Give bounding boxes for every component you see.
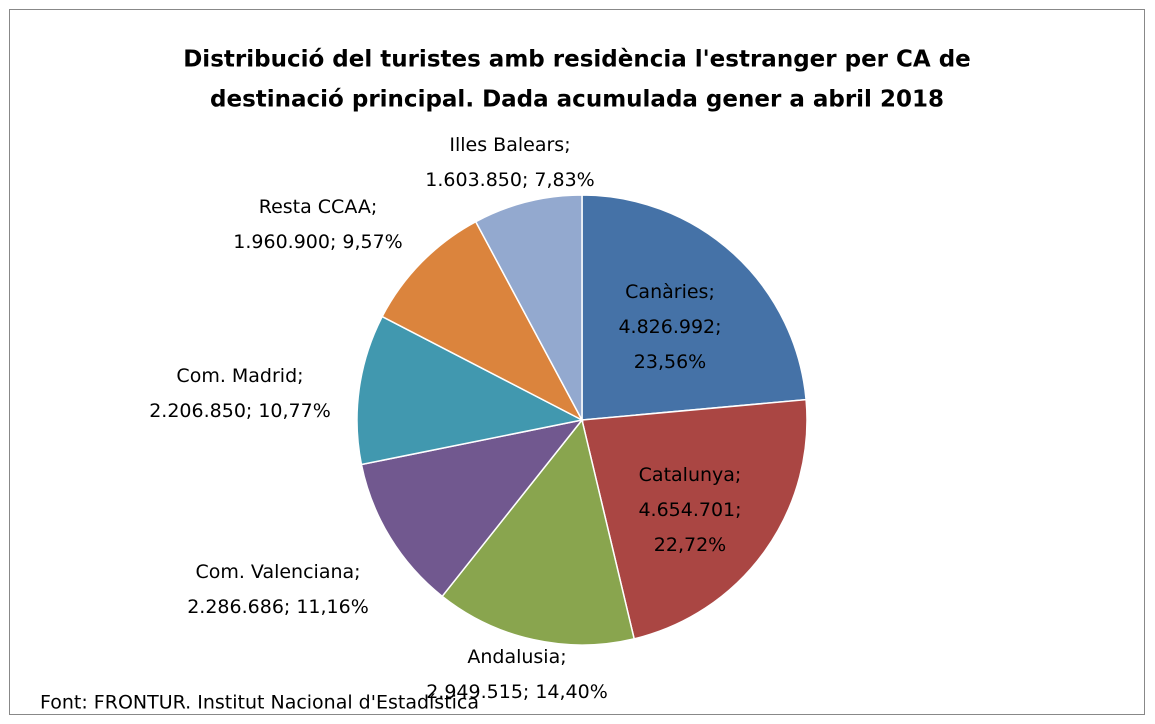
data-label: 2.206.850; 10,77% <box>149 400 331 422</box>
separator: ; <box>735 464 741 486</box>
percent-label: 14,40% <box>535 681 607 703</box>
pie-slice <box>360 418 584 598</box>
data-label: Canàries; <box>625 281 715 303</box>
separator: ; <box>246 400 252 422</box>
chart-title: Distribució del turistes amb residència … <box>183 47 971 73</box>
data-label: Illes Balears; <box>449 134 570 156</box>
data-label: Andalusia; <box>467 646 566 668</box>
source-note: Font: FRONTUR. Institut Nacional d'Estad… <box>40 692 479 714</box>
data-label: Catalunya; <box>639 464 742 486</box>
chart-title: destinació principal. Dada acumulada gen… <box>210 87 944 113</box>
data-label: 4.826.992; <box>618 316 721 338</box>
separator: ; <box>297 365 303 387</box>
separator: ; <box>560 646 566 668</box>
pie-slice <box>356 315 585 466</box>
pie <box>356 194 808 646</box>
category-name: Illes Balears <box>449 134 564 156</box>
separator: ; <box>708 281 714 303</box>
pie-slice <box>381 220 584 422</box>
category-name: Com. Madrid <box>176 365 297 387</box>
separator: ; <box>564 134 570 156</box>
pie-slice <box>474 194 583 421</box>
data-label: Com. Madrid; <box>176 365 303 387</box>
data-label: 1.603.850; 7,83% <box>425 169 594 191</box>
value-label: 1.960.900 <box>233 231 330 253</box>
separator: ; <box>354 561 360 583</box>
data-label: Com. Valenciana; <box>195 561 360 583</box>
separator: ; <box>735 499 741 521</box>
value-label: 1.603.850 <box>425 169 522 191</box>
category-name: Andalusia <box>467 646 560 668</box>
category-name: Catalunya <box>639 464 735 486</box>
percent-label: 9,57% <box>342 231 402 253</box>
value-label: 2.286.686 <box>187 596 284 618</box>
percent-label: 11,16% <box>296 596 368 618</box>
separator: ; <box>284 596 290 618</box>
separator: ; <box>330 231 336 253</box>
value-label: 2.949.515 <box>426 681 523 703</box>
data-label: Resta CCAA; <box>259 196 378 218</box>
value-label: 4.826.992 <box>618 316 715 338</box>
data-label: 22,72% <box>654 534 726 556</box>
data-label: 23,56% <box>634 351 706 373</box>
percent-label: 10,77% <box>258 400 330 422</box>
separator: ; <box>371 196 377 218</box>
data-label: 2.286.686; 11,16% <box>187 596 369 618</box>
data-label: 1.960.900; 9,57% <box>233 231 402 253</box>
percent-label: 22,72% <box>654 534 726 556</box>
separator: ; <box>522 169 528 191</box>
value-label: 4.654.701 <box>638 499 735 521</box>
data-label: 4.654.701; <box>638 499 741 521</box>
pie-slice <box>581 194 807 421</box>
data-label: 2.949.515; 14,40% <box>426 681 608 703</box>
pie-slice <box>581 398 808 640</box>
category-name: Canàries <box>625 281 708 303</box>
separator: ; <box>523 681 529 703</box>
percent-label: 7,83% <box>534 169 594 191</box>
pie-slice <box>441 418 636 646</box>
category-name: Com. Valenciana <box>195 561 354 583</box>
percent-label: 23,56% <box>634 351 706 373</box>
separator: ; <box>715 316 721 338</box>
value-label: 2.206.850 <box>149 400 246 422</box>
category-name: Resta CCAA <box>259 196 371 218</box>
